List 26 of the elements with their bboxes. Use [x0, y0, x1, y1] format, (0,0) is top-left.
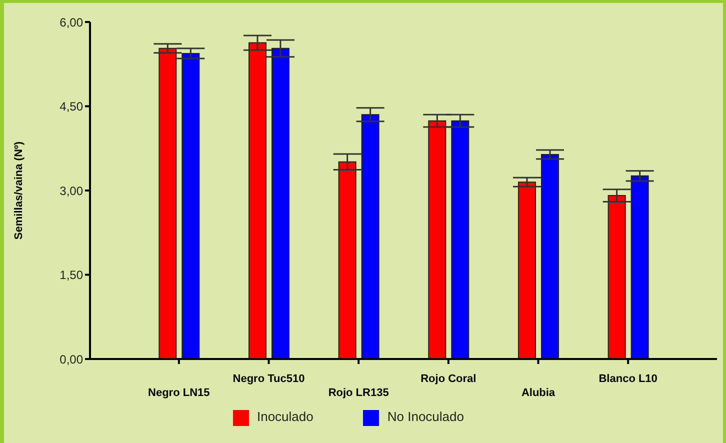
- legend-label: Inoculado: [256, 409, 314, 424]
- legend-label: No Inoculado: [387, 409, 464, 424]
- bar: [361, 114, 380, 359]
- y-tick-label: 3,00: [60, 184, 84, 198]
- x-tick-label: Rojo Coral: [420, 373, 476, 385]
- bar: [451, 120, 470, 359]
- y-tick-label: 4,50: [60, 100, 84, 114]
- bar: [271, 48, 290, 359]
- x-tick-label: Blanco L10: [598, 373, 658, 385]
- x-tick-label: Negro Tuc510: [232, 373, 305, 385]
- x-tick-label: Alubia: [521, 387, 556, 399]
- y-tick-label: 0,00: [60, 352, 84, 366]
- bar: [540, 154, 559, 359]
- bar: [158, 48, 177, 359]
- bar: [182, 52, 200, 359]
- x-tick-label: Rojo LR135: [328, 387, 389, 399]
- y-tick-label: 6,00: [60, 15, 84, 30]
- bar: [608, 195, 626, 359]
- bar: [248, 42, 266, 359]
- bar: [428, 120, 446, 359]
- bar: [338, 161, 356, 359]
- bar: [518, 182, 536, 359]
- x-tick-label: Negro LN15: [148, 387, 210, 399]
- y-tick-label: 1,50: [60, 268, 84, 282]
- y-axis-title: Semillas/vaina (Nº): [12, 141, 25, 240]
- bar: [630, 175, 649, 359]
